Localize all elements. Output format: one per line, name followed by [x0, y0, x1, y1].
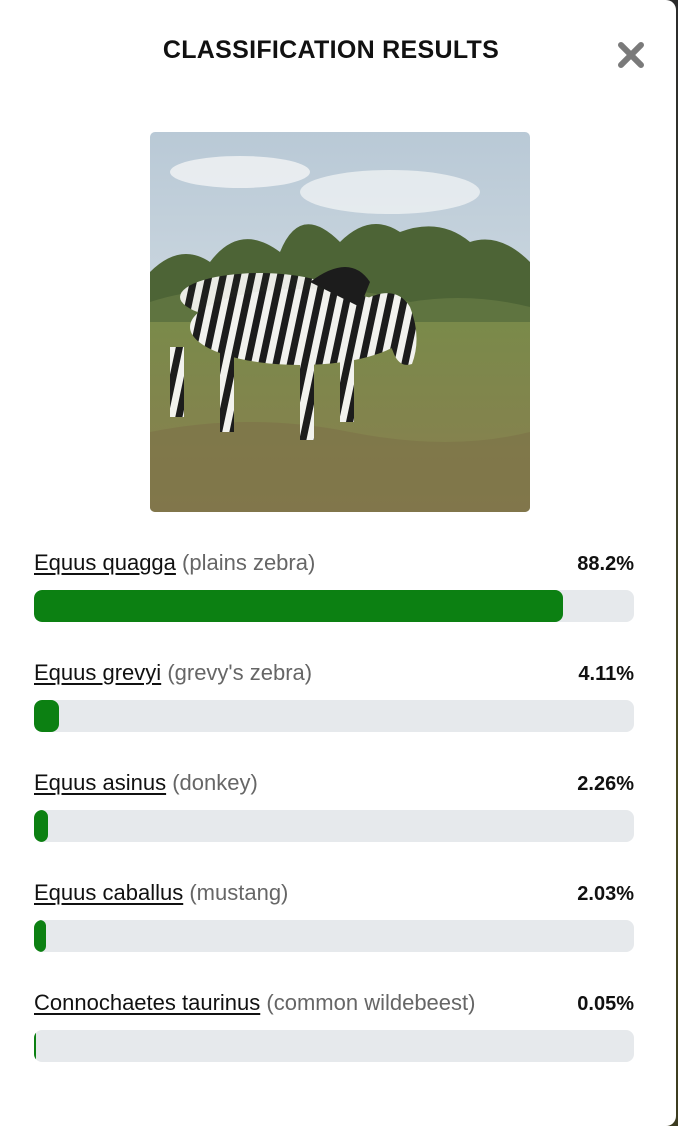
result-percent: 0.05% [577, 993, 634, 1015]
result-row: Equus caballus (mustang) 2.03% [34, 878, 634, 988]
modal-title: CLASSIFICATION RESULTS [162, 36, 500, 64]
result-row: Equus quagga (plains zebra) 88.2% [34, 548, 634, 658]
confidence-bar-track [34, 590, 634, 622]
classified-image [150, 132, 530, 512]
scientific-name-link[interactable]: Equus caballus [34, 880, 184, 905]
confidence-bar-fill [34, 920, 47, 952]
common-name: (grevy's zebra) [167, 660, 313, 685]
common-name: (donkey) [172, 770, 258, 795]
results-list: Equus quagga (plains zebra) 88.2% Equus … [34, 548, 634, 1098]
result-label: Equus caballus (mustang) [34, 878, 564, 908]
common-name: (plains zebra) [182, 550, 316, 575]
confidence-bar-fill [34, 590, 564, 622]
confidence-bar-track [34, 1030, 634, 1062]
close-icon [618, 42, 644, 68]
result-percent: 88.2% [577, 553, 634, 575]
result-row: Connochaetes taurinus (common wildebeest… [34, 988, 634, 1098]
result-row: Equus grevyi (grevy's zebra) 4.11% [34, 658, 634, 768]
confidence-bar-fill [34, 1030, 37, 1062]
scientific-name-link[interactable]: Equus grevyi [34, 660, 162, 685]
result-label: Equus asinus (donkey) [34, 768, 564, 798]
scientific-name-link[interactable]: Equus asinus [34, 770, 167, 795]
result-label: Connochaetes taurinus (common wildebeest… [34, 988, 564, 1018]
common-name: (mustang) [189, 880, 289, 905]
result-percent: 4.11% [578, 663, 634, 685]
confidence-bar-fill [34, 810, 48, 842]
common-name: (common wildebeest) [266, 990, 476, 1015]
scientific-name-link[interactable]: Connochaetes taurinus [34, 990, 261, 1015]
result-label: Equus quagga (plains zebra) [34, 548, 564, 578]
result-row: Equus asinus (donkey) 2.26% [34, 768, 634, 878]
close-button[interactable] [616, 40, 646, 70]
result-label: Equus grevyi (grevy's zebra) [34, 658, 564, 688]
confidence-bar-fill [34, 700, 59, 732]
confidence-bar-track [34, 700, 634, 732]
confidence-bar-track [34, 920, 634, 952]
scientific-name-link[interactable]: Equus quagga [34, 550, 176, 575]
result-percent: 2.03% [577, 883, 634, 905]
result-percent: 2.26% [577, 773, 634, 795]
confidence-bar-track [34, 810, 634, 842]
